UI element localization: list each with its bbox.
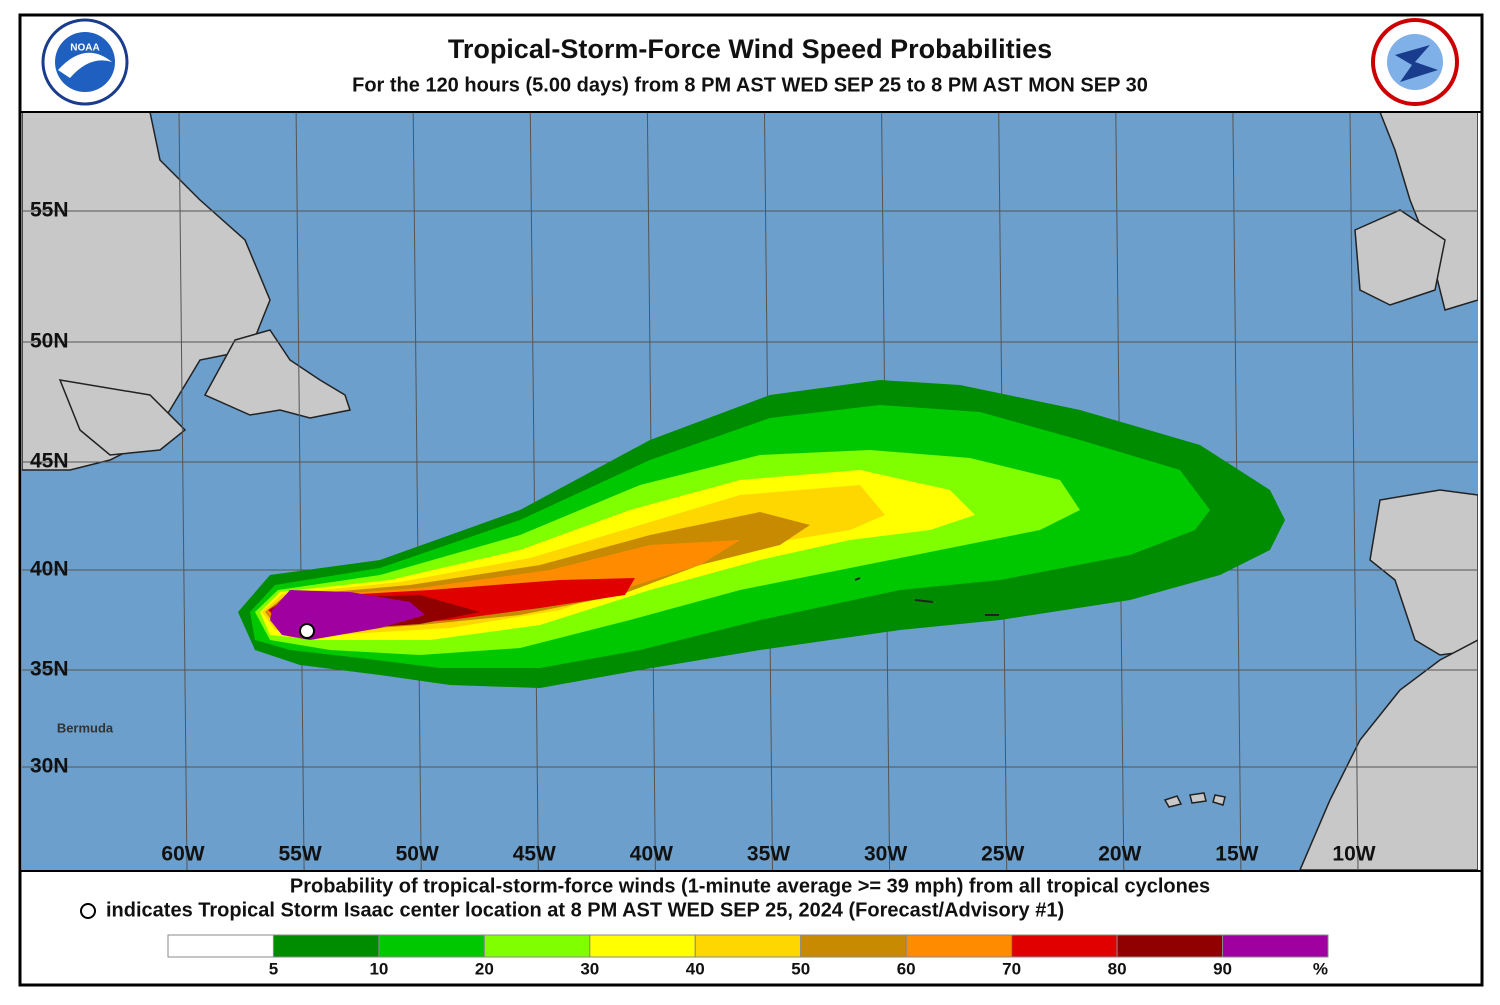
longitude-line: [412, 112, 422, 870]
legend-swatch: [1222, 934, 1329, 958]
longitude-label: 15W: [1215, 843, 1258, 866]
legend-swatch: [905, 934, 1013, 958]
latitude-label: 55N: [30, 199, 69, 222]
longitude-label: 40W: [630, 843, 673, 866]
longitude-label: 45W: [513, 843, 556, 866]
legend-label: 5: [269, 959, 278, 978]
land: [22, 112, 1478, 870]
longitude-line: [295, 112, 305, 870]
longitude-line: [1349, 112, 1359, 870]
longitude-label: 55W: [279, 843, 322, 866]
noaa-logo: NOAA: [41, 18, 129, 106]
legend-swatch: [800, 934, 907, 958]
latitude-label: 30N: [30, 755, 69, 778]
longitude-line: [178, 112, 188, 870]
legend-label: 50: [791, 959, 810, 978]
title: Tropical-Storm-Force Wind Speed Probabil…: [448, 34, 1052, 64]
latitude-label: 45N: [30, 450, 69, 473]
legend-label: 70: [1002, 959, 1021, 978]
legend-swatch: [272, 934, 380, 958]
legend-label: 20: [475, 959, 494, 978]
footer-line: Probability of tropical-storm-force wind…: [290, 875, 1210, 897]
legend-label: 10: [369, 959, 388, 978]
center-symbol: [80, 903, 96, 919]
place-label: Bermuda: [57, 720, 114, 735]
longitude-label: 50W: [396, 843, 439, 866]
footer-line: indicates Tropical Storm Isaac center lo…: [106, 899, 1064, 921]
latitude-label: 40N: [30, 558, 69, 581]
legend: 5 10 20 30 40 50 60 70 80 90%: [167, 934, 1329, 978]
latitude-label: 35N: [30, 658, 69, 681]
longitude-label: 10W: [1332, 843, 1375, 866]
longitude-label: 30W: [864, 843, 907, 866]
legend-swatch: [1011, 934, 1118, 958]
legend-label: 90: [1213, 959, 1232, 978]
legend-swatch: [483, 934, 591, 958]
legend-label: 30: [580, 959, 599, 978]
legend-label: 80: [1108, 959, 1127, 978]
latitude-label: 50N: [30, 330, 69, 353]
axis-labels: 55N 50N 45N 40N 35N 30N 60W 55W 50W 45W 40W 35W 30W 2…: [30, 199, 1376, 866]
longitude-label: 20W: [1098, 843, 1141, 866]
legend-swatch: [167, 934, 274, 958]
legend-swatch: [589, 934, 696, 958]
legend-label: %: [1313, 959, 1328, 978]
longitude-line: [529, 112, 539, 870]
legend-swatch: [378, 934, 485, 958]
longitude-label: 60W: [161, 843, 204, 866]
legend-swatch: [1116, 934, 1224, 958]
azores: [854, 577, 999, 616]
storm-center: [299, 623, 315, 639]
longitude-label: 25W: [981, 843, 1024, 866]
probability-contours: [238, 380, 1285, 688]
legend-label: 40: [686, 959, 705, 978]
map: Bermuda 55N 50N 45N 40N 35N 30N 60W 55W 50W 45W 40…: [22, 112, 1478, 870]
legend-label: 60: [897, 959, 916, 978]
legend-swatch: [694, 934, 802, 958]
subtitle: For the 120 hours (5.00 days) from 8 PM …: [352, 74, 1148, 96]
svg-text:NOAA: NOAA: [70, 43, 99, 54]
nws-logo: [1371, 18, 1459, 106]
longitude-label: 35W: [747, 843, 790, 866]
